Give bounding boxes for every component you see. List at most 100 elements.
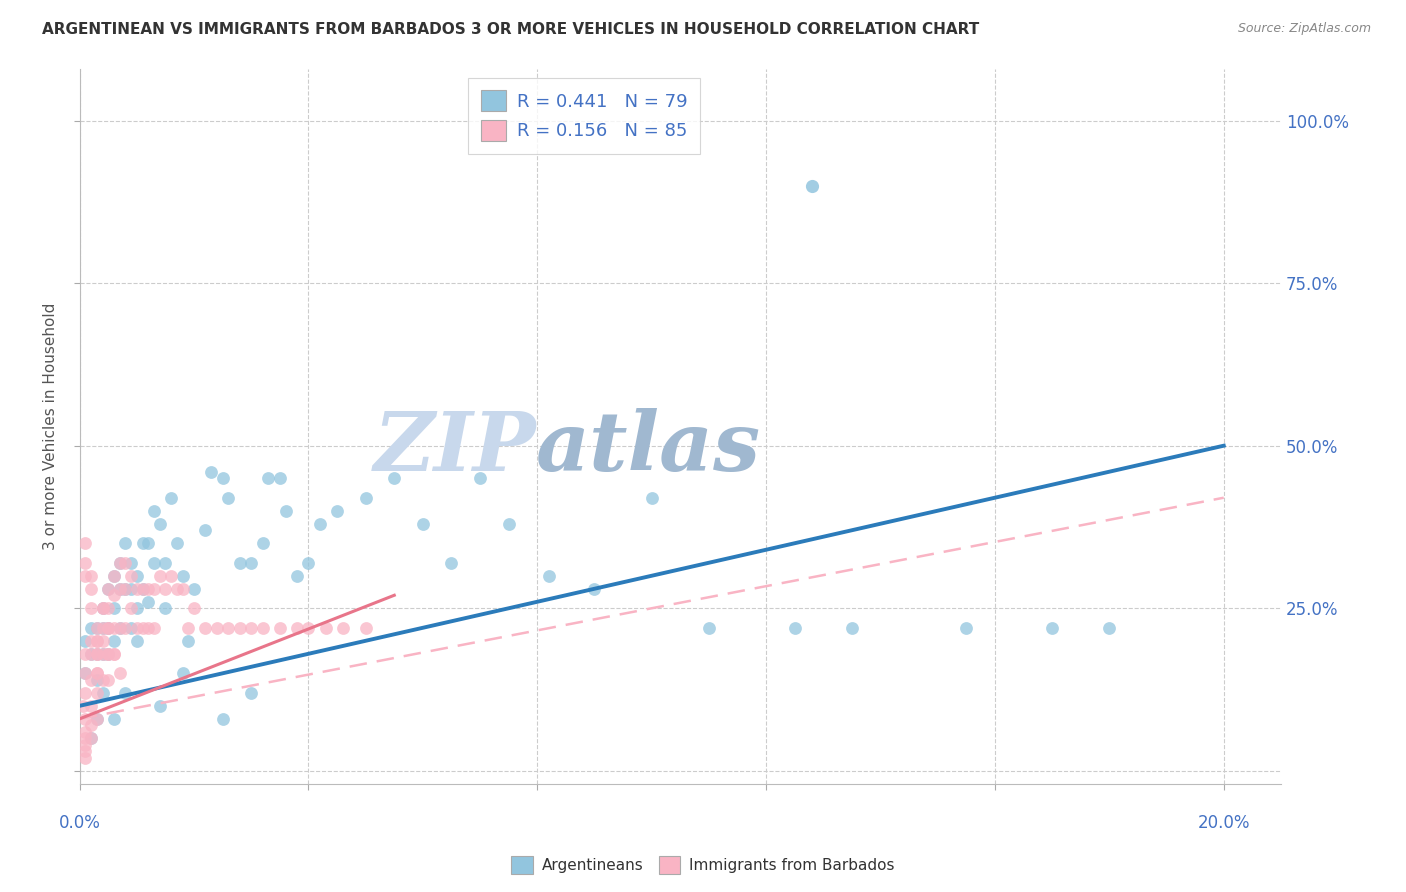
Point: [114, 536, 136, 550]
Point: [114, 621, 136, 635]
Point: [252, 621, 274, 635]
Point: [75, 724, 97, 739]
Point: [75, 536, 97, 550]
Point: [149, 516, 172, 531]
Point: [125, 633, 148, 648]
Point: [1098, 621, 1121, 635]
Point: [103, 633, 125, 648]
Point: [136, 621, 159, 635]
Point: [75, 686, 97, 700]
Point: [149, 698, 172, 713]
Point: [252, 536, 274, 550]
Point: [537, 568, 560, 582]
Point: [641, 491, 664, 505]
Point: [315, 621, 337, 635]
Point: [80, 698, 103, 713]
Point: [114, 582, 136, 596]
Point: [103, 601, 125, 615]
Point: [80, 601, 103, 615]
Point: [75, 556, 97, 570]
Point: [97, 601, 120, 615]
Point: [172, 582, 194, 596]
Point: [172, 568, 194, 582]
Point: [125, 601, 148, 615]
Point: [269, 621, 291, 635]
Point: [80, 568, 103, 582]
Point: [1040, 621, 1063, 635]
Point: [309, 516, 332, 531]
Point: [172, 666, 194, 681]
Point: [86, 712, 108, 726]
Point: [108, 582, 131, 596]
Point: [86, 647, 108, 661]
Point: [354, 491, 377, 505]
Point: [97, 621, 120, 635]
Point: [86, 647, 108, 661]
Point: [194, 621, 217, 635]
Point: [103, 647, 125, 661]
Point: [125, 568, 148, 582]
Point: [80, 731, 103, 746]
Point: [108, 556, 131, 570]
Point: [75, 738, 97, 752]
Point: [131, 582, 153, 596]
Legend: Argentineans, Immigrants from Barbados: Argentineans, Immigrants from Barbados: [505, 850, 901, 880]
Point: [103, 588, 125, 602]
Point: [86, 712, 108, 726]
Point: [91, 621, 114, 635]
Point: [285, 621, 308, 635]
Point: [136, 582, 159, 596]
Point: [955, 621, 977, 635]
Point: [97, 621, 120, 635]
Point: [120, 568, 142, 582]
Point: [91, 621, 114, 635]
Point: [285, 568, 308, 582]
Point: [125, 582, 148, 596]
Point: [91, 601, 114, 615]
Point: [229, 556, 252, 570]
Point: [114, 556, 136, 570]
Point: [97, 673, 120, 687]
Point: [91, 601, 114, 615]
Point: [297, 556, 319, 570]
Point: [155, 582, 177, 596]
Point: [155, 601, 177, 615]
Point: [86, 621, 108, 635]
Point: [200, 465, 222, 479]
Point: [114, 686, 136, 700]
Point: [91, 686, 114, 700]
Text: 0.0%: 0.0%: [59, 814, 101, 832]
Point: [86, 633, 108, 648]
Text: 20.0%: 20.0%: [1198, 814, 1250, 832]
Point: [80, 718, 103, 732]
Point: [468, 471, 491, 485]
Point: [332, 621, 354, 635]
Point: [583, 582, 606, 596]
Point: [149, 568, 172, 582]
Point: [440, 556, 463, 570]
Point: [136, 595, 159, 609]
Point: [120, 556, 142, 570]
Point: [143, 621, 166, 635]
Point: [91, 647, 114, 661]
Point: [80, 582, 103, 596]
Point: [75, 712, 97, 726]
Point: [103, 647, 125, 661]
Point: [131, 582, 153, 596]
Point: [97, 647, 120, 661]
Point: [120, 582, 142, 596]
Point: [86, 647, 108, 661]
Point: [108, 621, 131, 635]
Point: [103, 568, 125, 582]
Point: [108, 621, 131, 635]
Point: [80, 673, 103, 687]
Point: [160, 491, 183, 505]
Point: [91, 633, 114, 648]
Point: [143, 582, 166, 596]
Point: [326, 504, 349, 518]
Point: [120, 621, 142, 635]
Point: [75, 633, 97, 648]
Point: [86, 686, 108, 700]
Point: [382, 471, 405, 485]
Point: [166, 582, 188, 596]
